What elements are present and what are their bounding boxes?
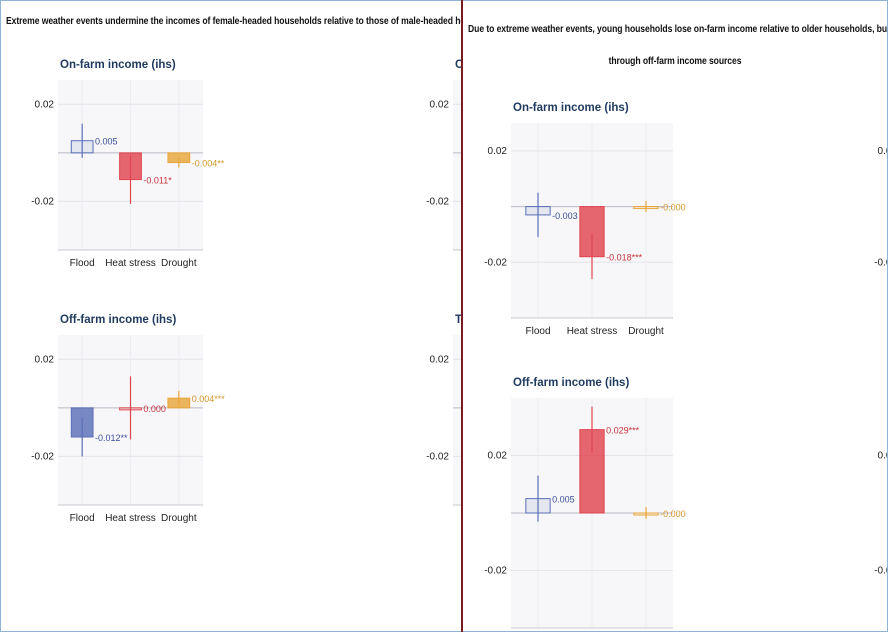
facet-title: Off-farm income (ihs) [60,314,176,326]
y-tick-label: -0.02 [426,196,449,207]
facet-title: Crop value (log) [455,59,461,71]
y-tick-label: 0.02 [35,354,55,365]
facet-chart-4: Total income (ihs)-0.020.02-0.005*Flood-… [426,314,461,506]
value-label-drought: -0.004** [192,159,225,169]
plot-background [453,80,461,250]
x-tick-label-flood: Flood [70,513,95,524]
y-tick-label: -0.02 [31,451,54,462]
facet-title: On-farm income (ihs) [60,59,176,71]
left-figure-panel: Extreme weather events undermine the inc… [0,0,461,632]
x-tick-label-flood: Flood [70,258,95,269]
facet-title: On-farm income (ihs) [513,102,629,114]
y-tick-label: -0.02 [874,566,888,577]
y-tick-label: 0.02 [878,451,888,462]
y-tick-label: 0.02 [488,451,508,462]
value-label-flood: -0.012** [95,433,128,443]
facet-title: Off-farm income (ihs) [513,377,629,389]
value-label-heat-stress: -0.018*** [606,253,643,263]
facet-chart-2: Crop value (log)-0.020.020.012***Flood-0… [426,59,461,251]
value-label-flood: -0.003 [552,211,578,221]
facet-chart-1: On-farm income (ihs) -0.02 0.02 0.005 Flood -… [31,59,225,269]
x-tick-label-heat-stress: Heat stress [105,513,156,524]
y-tick-label: -0.02 [426,451,449,462]
x-tick-label-drought: Drought [161,258,197,269]
value-label-heat-stress: -0.011* [143,176,172,186]
left-figure-title: Extreme weather events undermine the inc… [6,15,461,27]
x-tick-label-heat-stress: Heat stress [567,326,618,337]
x-tick-label-heat-stress: Heat stress [105,258,156,269]
x-tick-label-drought: Drought [161,513,197,524]
value-label-heat-stress: 0.000 [143,404,166,414]
right-figure-panel: Due to extreme weather events, young hou… [463,0,888,632]
facet-title: Total income (ihs) [455,314,461,326]
panel-divider [461,0,463,632]
value-label-flood: 0.005 [95,137,118,147]
value-label-flood: 0.005 [552,495,575,505]
facet-chart-7: Off-farm income (ihs)-0.020.020.005Flood… [484,377,686,629]
right-figure-title-line1: Due to extreme weather events, young hou… [468,23,888,35]
y-tick-label: -0.02 [31,196,54,207]
facet-chart-8: Total income (ihs)-0.020.020.006**Flood0… [874,451,888,577]
value-label-drought: -0.000 [660,203,686,213]
value-label-heat-stress: 0.029*** [606,426,640,436]
y-tick-label: -0.02 [874,257,888,268]
plot-background [453,335,461,505]
y-tick-label: 0.02 [878,146,888,157]
facet-chart-6: Crop value (log)-0.020.02-0.007**Flood-0… [874,146,888,268]
facet-chart-5: On-farm income (ihs) -0.02 0.02 -0.003 Flood… [484,102,686,337]
y-tick-label: 0.02 [430,99,450,110]
value-label-drought: 0.004*** [192,394,226,404]
x-tick-label-flood: Flood [525,326,550,337]
x-tick-label-drought: Drought [628,326,664,337]
facet-chart-3: Off-farm income (ihs) -0.02 0.02 -0.012** Fl… [31,314,226,524]
y-tick-label: 0.02 [35,99,55,110]
y-tick-label: 0.02 [488,146,508,157]
value-label-drought: -0.000 [660,509,686,519]
y-tick-label: 0.02 [430,354,450,365]
y-tick-label: -0.02 [484,257,507,268]
right-figure-title-line2: through off-farm income sources [608,55,742,67]
y-tick-label: -0.02 [484,566,507,577]
